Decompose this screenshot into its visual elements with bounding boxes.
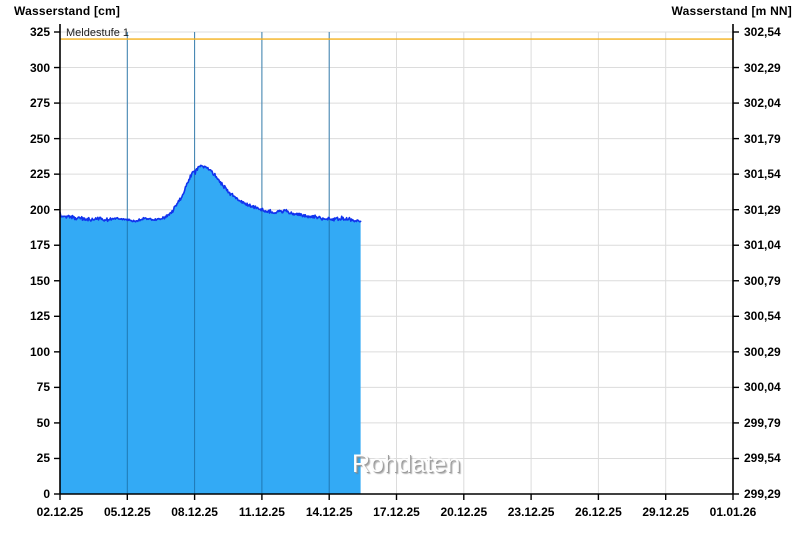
left-axis-tick-label: 100: [29, 344, 50, 359]
left-axis-tick-label: 175: [29, 238, 50, 253]
x-axis-tick-label: 11.12.25: [238, 505, 285, 519]
right-axis-tick-label: 301,54: [744, 167, 781, 182]
left-axis-tick-label: 75: [36, 380, 50, 395]
right-axis-tick-label: 300,54: [744, 309, 781, 324]
left-axis-tick-label: 225: [29, 167, 50, 182]
right-axis-tick-label: 302,54: [744, 25, 781, 39]
water-level-line: [59, 164, 362, 223]
axis-tick-marks: [54, 31, 739, 500]
x-axis-tick-label: 23.12.25: [507, 505, 555, 519]
right-axis-tick-label: 301,04: [744, 238, 781, 253]
right-axis-tick-label: 299,79: [744, 415, 781, 430]
right-axis-tick-label: 300,29: [744, 344, 781, 359]
x-axis-tick-label: 14.12.25: [305, 505, 353, 519]
right-axis-title: Wasserstand [m NN]: [671, 4, 792, 18]
left-axis-tick-label: 200: [29, 202, 50, 217]
left-axis-tick-label: 125: [29, 309, 50, 324]
left-axis-tick-label: 50: [36, 415, 50, 430]
right-axis-tick-label: 299,54: [744, 451, 781, 466]
right-axis-tick-label: 300,04: [744, 380, 781, 395]
x-axis-tick-label: 02.12.25: [36, 505, 84, 519]
left-axis-tick-label: 300: [29, 60, 50, 75]
right-axis-tick-label: 302,29: [744, 60, 781, 75]
x-axis-tick-label: 17.12.25: [373, 505, 420, 519]
right-axis-tick-label: 301,29: [744, 202, 781, 217]
left-axis-tick-label: 325: [29, 25, 50, 39]
right-axis-tick-label: 300,79: [744, 273, 781, 288]
threshold-label: Meldestufe 1: [66, 27, 129, 39]
vertical-gridlines-over-fill: [126, 32, 330, 494]
left-axis-tick-label: 0: [43, 487, 50, 501]
left-axis-title: Wasserstand [cm]: [14, 4, 121, 18]
x-axis-tick-label: 26.12.25: [575, 505, 622, 519]
right-axis-tick-label: 302,04: [744, 96, 781, 111]
x-axis-tick-label: 20.12.25: [440, 505, 488, 519]
left-axis-tick-label: 150: [29, 273, 50, 288]
x-axis-tick-label: 08.12.25: [171, 505, 218, 519]
left-axis-tick-label: 275: [29, 96, 50, 111]
right-axis-tick-label: 299,29: [744, 487, 781, 501]
right-axis-tick-label: 301,79: [744, 131, 781, 146]
x-axis-tick-label: 29.12.25: [642, 505, 690, 519]
left-axis-tick-label: 25: [36, 451, 50, 466]
x-axis-tick-label: 01.01.26: [709, 505, 757, 519]
x-axis-tick-label: 05.12.25: [103, 505, 151, 519]
left-axis-tick-label: 250: [29, 131, 50, 146]
water-level-area: [60, 165, 361, 494]
